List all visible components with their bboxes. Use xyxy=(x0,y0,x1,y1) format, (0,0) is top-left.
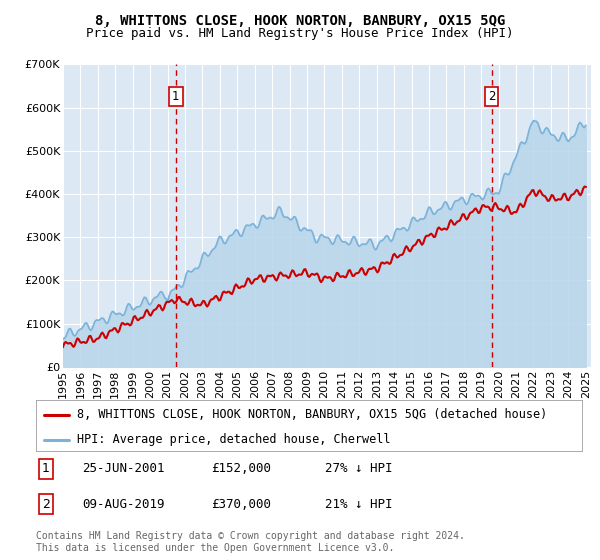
Text: 25-JUN-2001: 25-JUN-2001 xyxy=(82,463,165,475)
Text: 8, WHITTONS CLOSE, HOOK NORTON, BANBURY, OX15 5QG: 8, WHITTONS CLOSE, HOOK NORTON, BANBURY,… xyxy=(95,14,505,28)
Text: 09-AUG-2019: 09-AUG-2019 xyxy=(82,497,165,511)
Text: £370,000: £370,000 xyxy=(211,497,271,511)
Text: Contains HM Land Registry data © Crown copyright and database right 2024.: Contains HM Land Registry data © Crown c… xyxy=(36,531,465,542)
Text: Price paid vs. HM Land Registry's House Price Index (HPI): Price paid vs. HM Land Registry's House … xyxy=(86,27,514,40)
Text: 27% ↓ HPI: 27% ↓ HPI xyxy=(325,463,393,475)
Text: HPI: Average price, detached house, Cherwell: HPI: Average price, detached house, Cher… xyxy=(77,433,391,446)
Text: This data is licensed under the Open Government Licence v3.0.: This data is licensed under the Open Gov… xyxy=(36,543,394,553)
Text: 1: 1 xyxy=(42,463,50,475)
Text: £152,000: £152,000 xyxy=(211,463,271,475)
Text: 21% ↓ HPI: 21% ↓ HPI xyxy=(325,497,393,511)
Text: 1: 1 xyxy=(172,90,179,102)
Text: 2: 2 xyxy=(42,497,50,511)
Text: 2: 2 xyxy=(488,90,496,102)
Text: 8, WHITTONS CLOSE, HOOK NORTON, BANBURY, OX15 5QG (detached house): 8, WHITTONS CLOSE, HOOK NORTON, BANBURY,… xyxy=(77,408,547,421)
